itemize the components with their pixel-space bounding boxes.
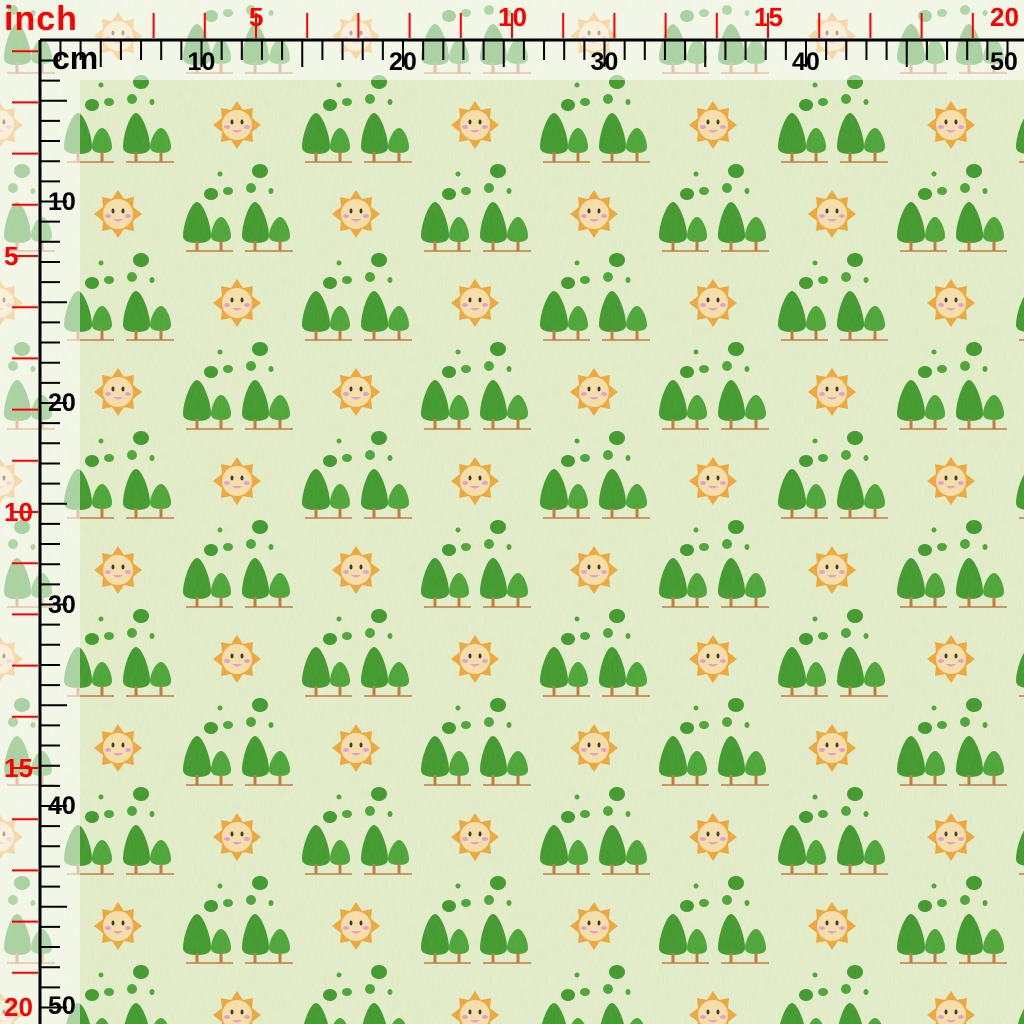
cm-label-left: 50 — [48, 992, 76, 1020]
cm-label-top: 30 — [590, 48, 619, 76]
cm-label-top: 50 — [990, 48, 1018, 76]
cm-label-top: 40 — [792, 48, 820, 76]
inch-label-left: 15 — [4, 753, 33, 783]
cm-label-left: 30 — [48, 590, 76, 619]
cm-label-left: 20 — [48, 389, 76, 417]
cm-label-top: 20 — [389, 48, 417, 76]
inch-label-top: 5 — [249, 2, 264, 32]
inch-label-top: 15 — [754, 2, 783, 32]
cm-label-left: 10 — [48, 187, 76, 216]
cm-label-top: 10 — [187, 48, 216, 76]
inch-label-top: 20 — [990, 2, 1019, 32]
inch-label-left: 10 — [4, 497, 33, 527]
inch-label-top: 10 — [498, 2, 527, 32]
inch-label-left: 5 — [4, 241, 19, 271]
inch-unit-label: inch — [4, 0, 78, 38]
cm-label-left: 40 — [48, 792, 76, 820]
cm-unit-label: cm — [52, 40, 99, 76]
inch-label-left: 20 — [4, 992, 33, 1022]
